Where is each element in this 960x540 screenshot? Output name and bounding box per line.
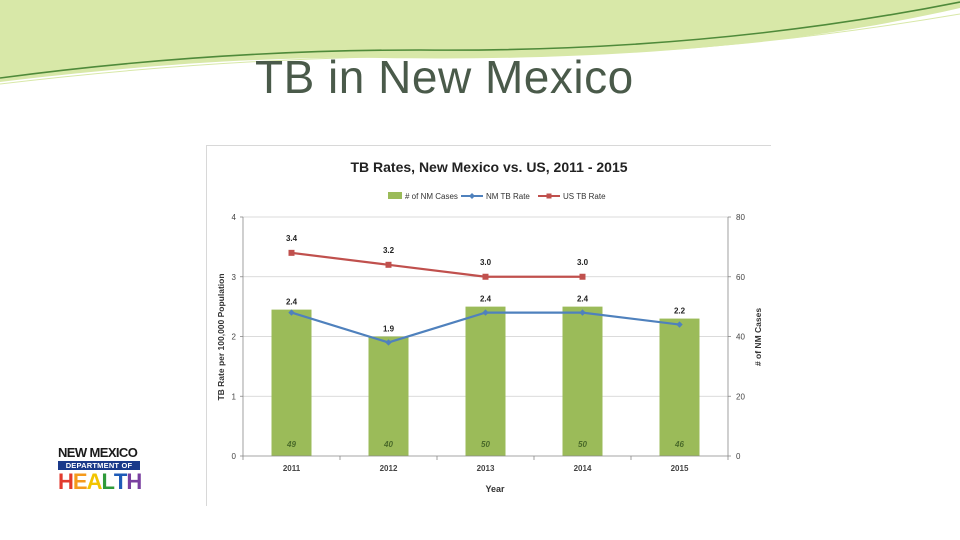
nm-rate-label: 2.2 bbox=[674, 307, 686, 316]
legend-label-us-rate: US TB Rate bbox=[563, 192, 606, 201]
y2-tick-label: 20 bbox=[736, 392, 745, 401]
logo-letter: L bbox=[101, 469, 114, 494]
logo-letter: E bbox=[72, 469, 88, 494]
legend: # of NM Cases NM TB Rate US TB Rate bbox=[388, 192, 606, 201]
bar-data-label: 50 bbox=[481, 440, 490, 449]
x-tick-label: 2013 bbox=[477, 464, 495, 473]
line-us-tb-rate bbox=[291, 251, 583, 278]
legend-swatch-nm-marker bbox=[469, 193, 475, 199]
x-tick-label: 2015 bbox=[671, 464, 689, 473]
y2-tick-label: 0 bbox=[736, 452, 741, 461]
x-axis-title: Year bbox=[485, 484, 505, 494]
y-axis-title: TB Rate per 100,000 Population bbox=[216, 273, 226, 400]
us-rate-label: 3.4 bbox=[286, 234, 298, 243]
slide-title: TB in New Mexico bbox=[255, 51, 634, 103]
bar-nm-cases-2015 bbox=[659, 318, 700, 456]
nm-rate-point bbox=[482, 309, 489, 316]
logo-letter: H bbox=[58, 469, 74, 494]
legend-swatch-us-marker bbox=[546, 193, 552, 199]
us-rate-point bbox=[288, 249, 295, 256]
y-tick-label: 0 bbox=[232, 452, 237, 461]
bar-nm-cases-2012 bbox=[368, 336, 409, 456]
us-rate-label: 3.2 bbox=[383, 246, 395, 255]
bar-nm-cases-2014 bbox=[562, 306, 603, 456]
logo-line-new-mexico: NEW MEXICO bbox=[58, 445, 138, 460]
nm-rate-point bbox=[579, 309, 586, 316]
logo-letter: T bbox=[113, 469, 127, 494]
y-tick-label: 2 bbox=[232, 333, 237, 342]
bar-nm-cases-2013 bbox=[465, 306, 506, 456]
y2-axis-title: # of NM Cases bbox=[753, 308, 763, 366]
us-rate-label: 3.0 bbox=[480, 258, 492, 267]
bar-nm-cases-2011 bbox=[271, 309, 312, 456]
nm-rate-point bbox=[385, 339, 392, 346]
logo-letter: H bbox=[126, 469, 142, 494]
nm-rate-label: 2.4 bbox=[286, 298, 298, 307]
x-tick-label: 2011 bbox=[283, 464, 301, 473]
bar-data-label: 40 bbox=[383, 440, 393, 449]
us-rate-label: 3.0 bbox=[577, 258, 589, 267]
bar-data-label: 46 bbox=[674, 440, 684, 449]
tb-rates-chart: TB Rates, New Mexico vs. US, 2011 - 2015… bbox=[216, 159, 763, 494]
legend-swatch-bar bbox=[388, 192, 402, 199]
legend-label-nm-rate: NM TB Rate bbox=[486, 192, 530, 201]
y2-tick-label: 40 bbox=[736, 333, 745, 342]
bar-data-label: 49 bbox=[286, 440, 296, 449]
logo-line-health: HEALTH bbox=[58, 469, 142, 494]
y2-tick-label: 60 bbox=[736, 273, 745, 282]
nm-rate-point bbox=[676, 321, 683, 328]
y-tick-label: 3 bbox=[232, 273, 237, 282]
y-tick-label: 1 bbox=[232, 392, 237, 401]
nm-rate-label: 2.4 bbox=[577, 295, 589, 304]
logo-line-department: DEPARTMENT OF bbox=[58, 461, 140, 470]
y2-tick-label: 80 bbox=[736, 213, 745, 222]
x-tick-label: 2012 bbox=[380, 464, 398, 473]
logo-letter: A bbox=[86, 469, 103, 494]
nm-rate-point bbox=[288, 309, 295, 316]
legend-label-cases: # of NM Cases bbox=[405, 192, 458, 201]
bar-data-label: 50 bbox=[578, 440, 587, 449]
chart-frame: TB Rates, New Mexico vs. US, 2011 - 2015… bbox=[206, 145, 771, 506]
chart-title: TB Rates, New Mexico vs. US, 2011 - 2015 bbox=[350, 159, 627, 175]
y-tick-label: 4 bbox=[232, 213, 237, 222]
line-series: 2.4 1.9 2.4 2.4 2.2 3.4 3.2 3.0 3.0 bbox=[286, 234, 686, 346]
us-rate-point bbox=[579, 273, 586, 280]
swoosh-light-band bbox=[0, 0, 960, 82]
nm-rate-label: 2.4 bbox=[480, 295, 492, 304]
bar-series-nm-cases: 49 40 50 50 46 bbox=[271, 306, 700, 456]
swoosh-dark-line bbox=[0, 1, 960, 79]
header-swoosh-decoration bbox=[0, 0, 960, 85]
us-rate-point bbox=[385, 261, 392, 268]
us-rate-point bbox=[482, 273, 489, 280]
x-tick-label: 2014 bbox=[574, 464, 592, 473]
nm-rate-label: 1.9 bbox=[383, 325, 395, 334]
nm-department-of-health-logo: NEW MEXICO DEPARTMENT OF HEALTH bbox=[58, 445, 142, 494]
swoosh-mid-line bbox=[0, 13, 960, 85]
